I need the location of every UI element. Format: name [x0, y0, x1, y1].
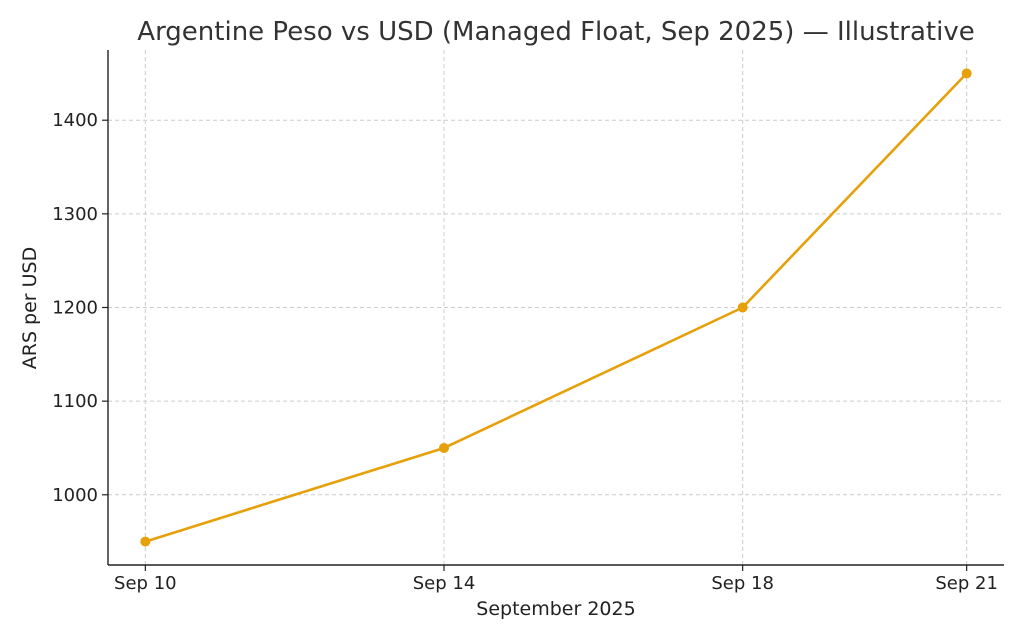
y-tick-label: 1300 — [52, 204, 98, 225]
y-tick-label: 1200 — [52, 298, 98, 319]
data-point — [961, 68, 972, 79]
y-tick-label: 1400 — [52, 110, 98, 131]
y-axis-label: ARS per USD — [19, 247, 41, 370]
data-point — [737, 302, 748, 313]
y-tick-label: 1000 — [52, 485, 98, 506]
x-tick-label: Sep 14 — [413, 573, 476, 594]
chart-title: Argentine Peso vs USD (Managed Float, Se… — [137, 17, 974, 47]
series — [140, 68, 972, 547]
grid — [108, 50, 1004, 565]
data-point — [140, 536, 151, 547]
x-tick-label: Sep 10 — [114, 573, 177, 594]
x-tick-label: Sep 18 — [711, 573, 774, 594]
ticks: 1000 1100 1200 1300 1400 Sep 10 Sep 14 Sep 18 Se… — [52, 110, 998, 594]
data-point — [439, 442, 449, 453]
x-axis-label: September 2025 — [476, 598, 635, 620]
series-line — [144, 72, 968, 543]
y-tick-label: 1100 — [52, 391, 98, 412]
x-tick-label: Sep 21 — [935, 573, 998, 594]
